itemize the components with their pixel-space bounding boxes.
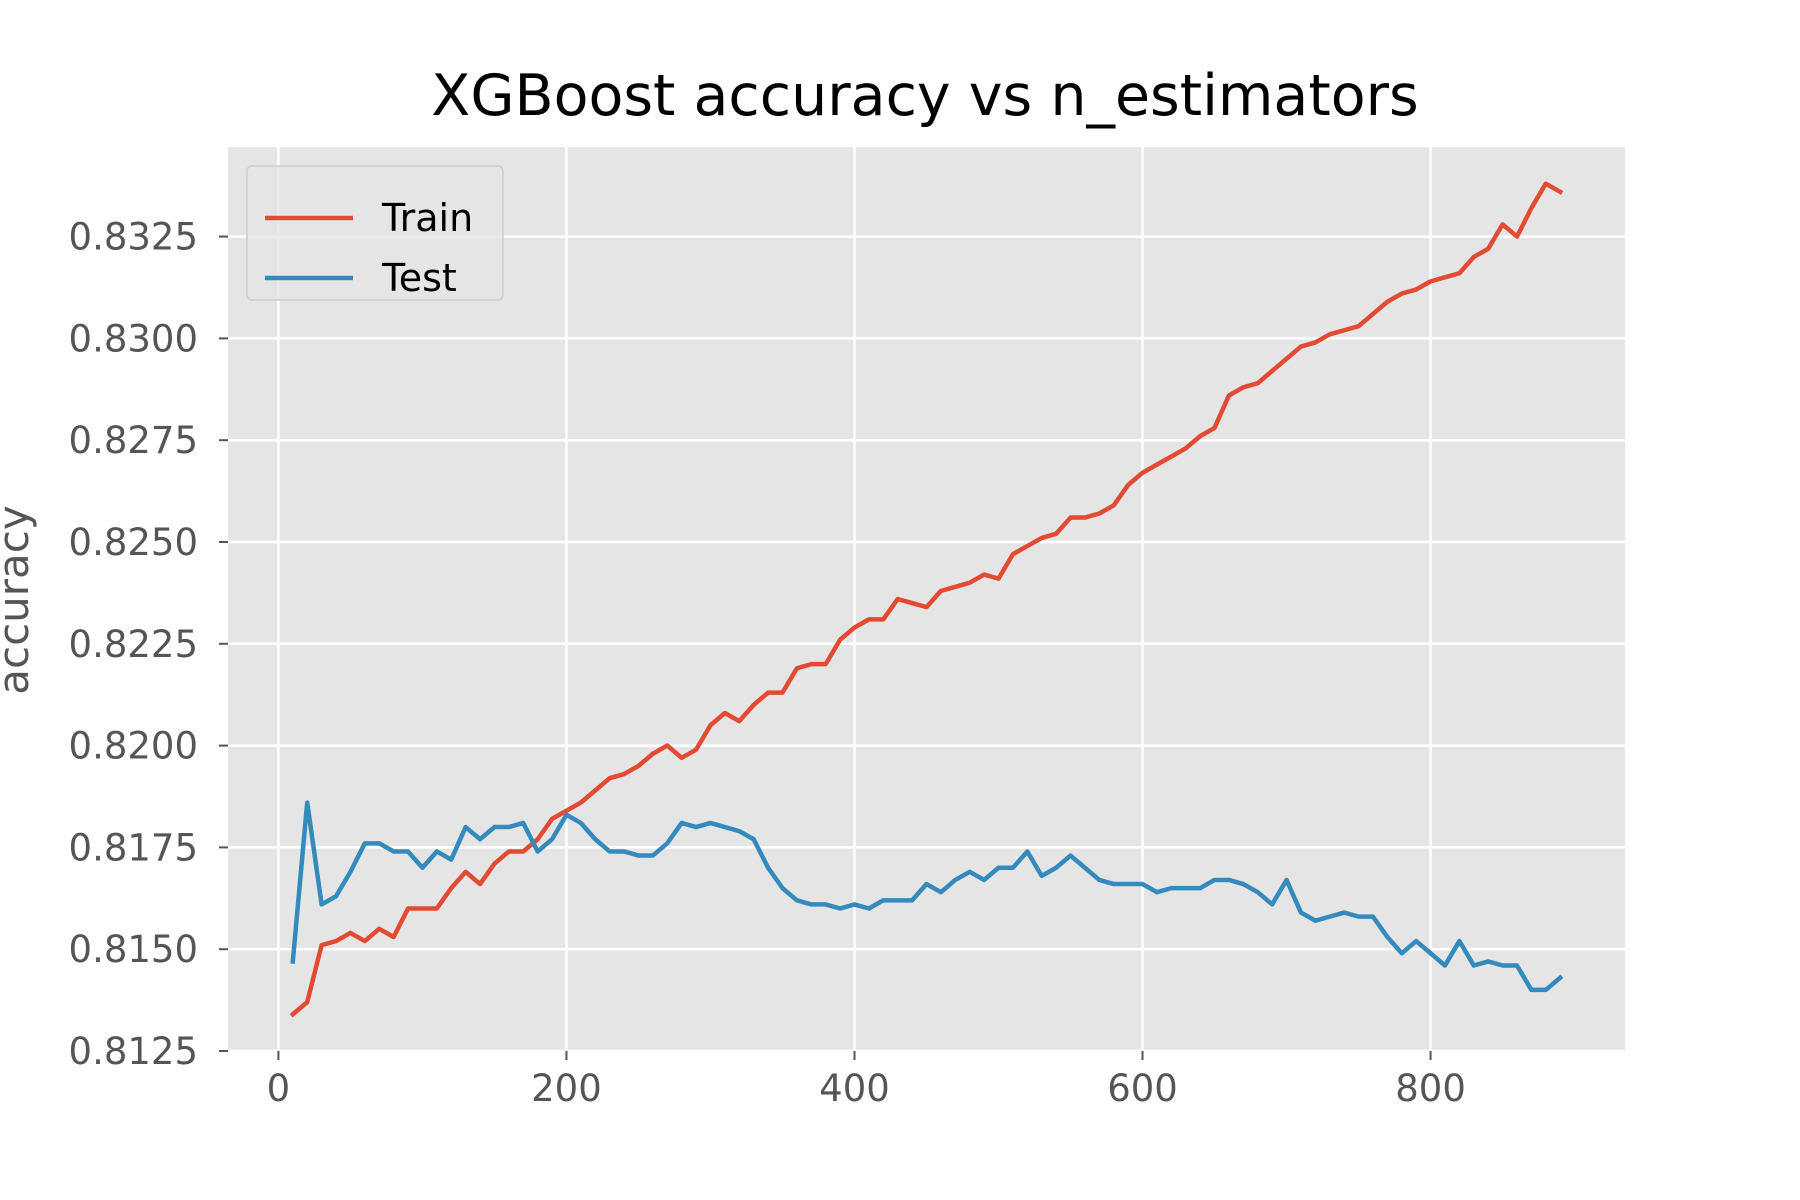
grid	[228, 147, 1625, 1053]
y-tick-label: 0.8150	[69, 928, 198, 971]
legend-label-test: Test	[381, 256, 457, 300]
legend-box	[246, 165, 504, 301]
y-tick-label: 0.8250	[69, 521, 198, 564]
x-tick-label: 0	[267, 1067, 291, 1110]
legend: Train Test	[246, 165, 504, 301]
x-tick-label: 400	[819, 1067, 890, 1110]
x-tick-label: 800	[1395, 1067, 1466, 1110]
series-line-train	[289, 181, 1564, 1018]
axis-ticks: 0 200 400 600 800 0.8125 0.8150 0.8175 0.8200 0.8…	[69, 216, 1466, 1110]
y-tick-label: 0.8300	[69, 317, 198, 360]
y-tick-label: 0.8225	[69, 623, 198, 666]
series-lines	[289, 181, 1564, 1018]
x-tick-label: 600	[1107, 1067, 1178, 1110]
legend-label-train: Train	[381, 196, 473, 240]
chart-title: XGBoost accuracy vs n_estimators	[431, 63, 1418, 129]
x-tick-label: 200	[531, 1067, 602, 1110]
y-tick-label: 0.8275	[69, 419, 198, 462]
y-tick-label: 0.8125	[69, 1030, 198, 1073]
y-tick-label: 0.8175	[69, 826, 198, 869]
y-axis-label: accuracy	[0, 505, 38, 695]
y-tick-label: 0.8200	[69, 725, 198, 768]
series-line-test	[290, 800, 1564, 993]
y-tick-label: 0.8325	[69, 216, 198, 259]
